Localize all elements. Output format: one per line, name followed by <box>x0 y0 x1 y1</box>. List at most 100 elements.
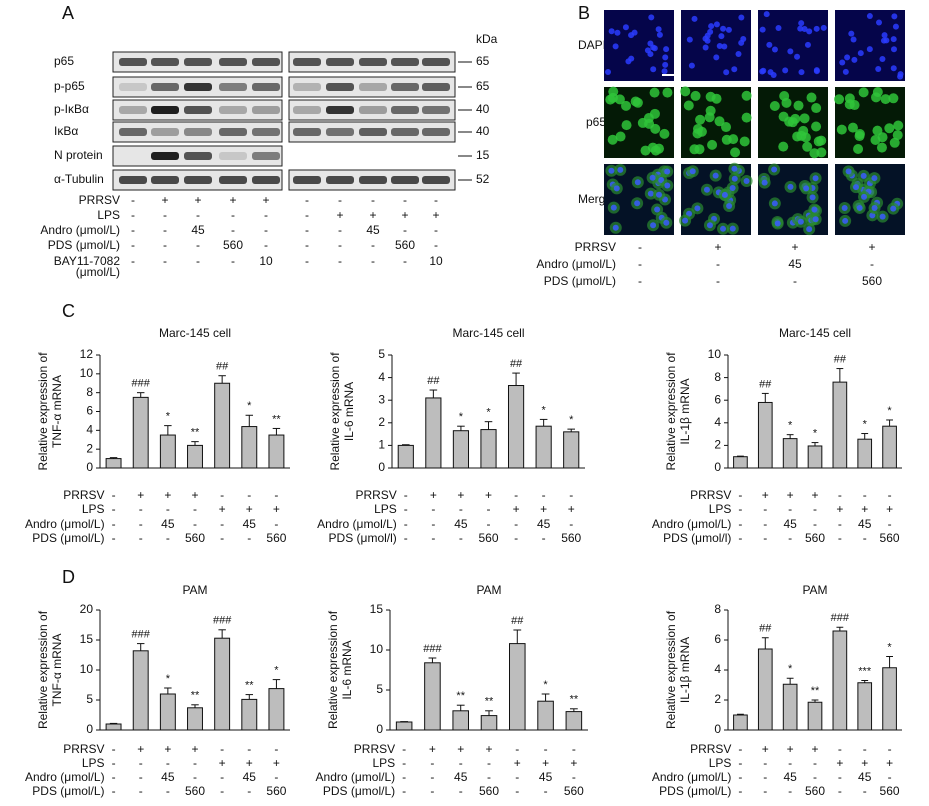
blot-band <box>184 58 212 66</box>
nucleus <box>726 203 733 210</box>
bar <box>537 700 554 731</box>
treatment-label: PRRSV <box>354 742 395 756</box>
treatment-label: Andro (μmol/L) <box>40 223 120 237</box>
treatment-cell: + <box>457 488 464 502</box>
treatment-cell: - <box>544 784 548 798</box>
size-label: 40 <box>476 124 490 138</box>
nucleus <box>707 28 714 35</box>
treatment-cell: - <box>813 770 817 784</box>
nucleus <box>658 176 665 183</box>
significance: *** <box>858 665 872 677</box>
bar <box>132 396 149 469</box>
nucleus <box>811 121 822 132</box>
blot-band <box>391 83 419 91</box>
nucleus <box>875 65 882 72</box>
nucleus <box>649 87 660 98</box>
y-axis-label: Relative expression of <box>36 352 50 471</box>
treatment-cell: - <box>430 770 434 784</box>
treatment-cell: 560 <box>805 784 825 798</box>
nucleus <box>781 97 792 108</box>
nucleus <box>892 23 899 30</box>
treatment-cell: - <box>763 502 767 516</box>
treatment-cell: - <box>487 770 491 784</box>
treatment-label: PDS (μmol/l) <box>663 531 731 545</box>
treatment-cell: - <box>434 193 438 207</box>
nucleus <box>891 13 898 20</box>
bar <box>563 431 580 469</box>
nucleus <box>842 68 849 75</box>
blot-band <box>252 83 280 91</box>
treatment-cell: - <box>131 254 135 268</box>
nucleus <box>647 190 654 197</box>
treatment-cell: + <box>137 742 144 756</box>
nucleus <box>880 94 891 105</box>
treatment-cell: 45 <box>243 770 257 784</box>
significance: ** <box>191 690 200 702</box>
bar <box>480 429 497 469</box>
treatment-cell: - <box>813 517 817 531</box>
treatment-cell: - <box>220 517 224 531</box>
chart-title: Marc-145 cell <box>452 326 524 340</box>
bar <box>105 723 122 731</box>
blot-band <box>422 58 450 66</box>
bar <box>857 682 873 731</box>
nucleus <box>743 177 750 184</box>
treatment-cell: - <box>220 742 224 756</box>
nucleus <box>615 131 626 142</box>
treatment-label: PRRSV <box>690 742 731 756</box>
treatment-cell: 560 <box>805 531 825 545</box>
treatment-cell: - <box>163 254 167 268</box>
nucleus <box>680 86 691 97</box>
significance: * <box>813 427 818 439</box>
nucleus <box>842 217 849 224</box>
nucleus <box>787 183 794 190</box>
significance: * <box>274 665 279 677</box>
treatment-cell: 45 <box>454 770 468 784</box>
nucleus <box>621 120 632 131</box>
nucleus <box>849 100 860 111</box>
treatment-cell: + <box>568 502 575 516</box>
treatment-cell: + <box>369 208 376 222</box>
treatment-cell: - <box>139 517 143 531</box>
treatment-cell: - <box>112 770 116 784</box>
bar <box>268 434 285 469</box>
nucleus <box>605 69 612 76</box>
treatment-label: (μmol/L) <box>76 265 120 279</box>
blot-band <box>359 83 387 91</box>
treatment-cell: - <box>514 488 518 502</box>
y-tick-label: 0 <box>86 722 93 736</box>
treatment-cell: - <box>274 770 278 784</box>
treatment-label: PDS (μmol/L) <box>32 531 104 545</box>
treatment-cell: - <box>863 488 867 502</box>
treatment-cell: - <box>231 208 235 222</box>
nucleus <box>705 105 716 116</box>
nucleus <box>884 123 895 134</box>
significance: ** <box>456 690 465 702</box>
treatment-cell: - <box>196 208 200 222</box>
treatment-cell: 560 <box>185 531 205 545</box>
size-label: 52 <box>476 172 490 186</box>
blot-label: N protein <box>54 148 103 162</box>
y-tick-label: 4 <box>86 423 93 437</box>
nucleus <box>702 35 709 42</box>
blot-label: p-IκBα <box>54 102 89 116</box>
treatment-cell: - <box>193 756 197 770</box>
nucleus <box>686 36 693 43</box>
treatment-cell: + <box>164 742 171 756</box>
treatment-cell: - <box>139 756 143 770</box>
nucleus <box>655 26 662 33</box>
treatment-cell: - <box>431 517 435 531</box>
y-tick-label: 1 <box>378 438 385 452</box>
nucleus <box>775 25 782 32</box>
treatment-cell: + <box>540 502 547 516</box>
nucleus <box>798 69 805 76</box>
treatment-cell: - <box>338 254 342 268</box>
nucleus <box>801 25 808 32</box>
treatment-cell: 560 <box>479 784 499 798</box>
significance: * <box>788 420 793 432</box>
bar <box>159 434 176 469</box>
treatment-label: Andro (μmol/L) <box>652 770 732 784</box>
treatment-cell: - <box>542 488 546 502</box>
nucleus <box>770 72 777 79</box>
nucleus <box>836 124 847 135</box>
